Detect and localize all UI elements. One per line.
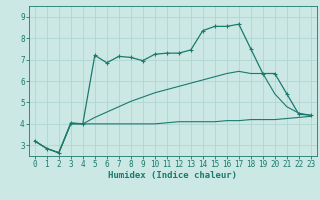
X-axis label: Humidex (Indice chaleur): Humidex (Indice chaleur) xyxy=(108,171,237,180)
